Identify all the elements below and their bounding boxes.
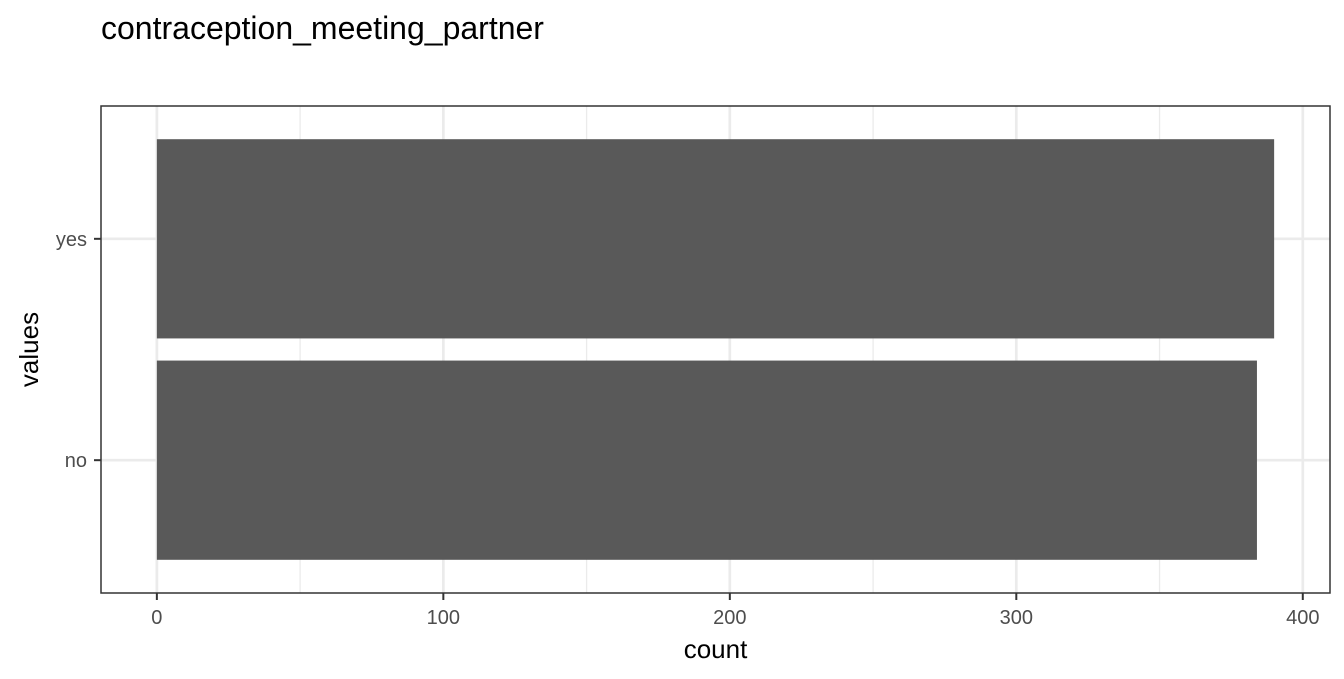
x-axis-title: count [684,634,748,664]
x-tick-label: 300 [1000,607,1033,629]
y-tick-label: yes [56,229,87,251]
chart-title: contraception_meeting_partner [101,10,544,46]
bar-no [156,360,1257,560]
x-tick-label: 100 [427,607,460,629]
y-axis: no yes [56,229,101,472]
bar-yes [156,139,1275,339]
y-tick-label: no [65,450,87,472]
x-tick-label: 200 [713,607,746,629]
y-axis-title: values [14,312,44,387]
x-tick-label: 400 [1286,607,1319,629]
x-tick-label: 0 [151,607,162,629]
x-axis: 0 100 200 300 400 [151,593,1319,629]
panel-border [100,105,1331,594]
bars [156,139,1275,560]
